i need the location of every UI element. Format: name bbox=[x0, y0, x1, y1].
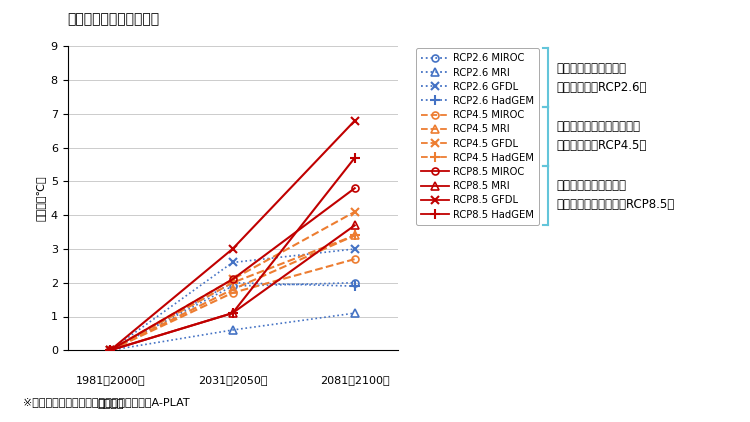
Text: 2031～2050年: 2031～2050年 bbox=[198, 375, 267, 384]
Text: 1981～2000年: 1981～2000年 bbox=[76, 375, 145, 384]
Text: 全国　将来の年平均気温: 全国 将来の年平均気温 bbox=[68, 13, 160, 27]
Text: 厳しい気候変動対策を
取った場合（RCP2.6）: 厳しい気候変動対策を 取った場合（RCP2.6） bbox=[556, 62, 647, 94]
Text: ※出典　気候変動適応情報プラットフォーA-PLAT: ※出典 気候変動適応情報プラットフォーA-PLAT bbox=[22, 397, 189, 407]
Text: 一定程度の気候変動対策を
取った場合（RCP4.5）: 一定程度の気候変動対策を 取った場合（RCP4.5） bbox=[556, 121, 647, 152]
Legend: RCP2.6 MIROC, RCP2.6 MRI, RCP2.6 GFDL, RCP2.6 HadGEM, RCP4.5 MIROC, RCP4.5 MRI, : RCP2.6 MIROC, RCP2.6 MRI, RCP2.6 GFDL, R… bbox=[416, 49, 538, 225]
Text: 2081～2100年: 2081～2100年 bbox=[320, 375, 389, 384]
Text: 有効な気候変動対策が
取られなかった場合（RCP8.5）: 有効な気候変動対策が 取られなかった場合（RCP8.5） bbox=[556, 179, 675, 211]
Y-axis label: 変化量（℃）: 変化量（℃） bbox=[35, 176, 45, 221]
Text: 基準期間: 基準期間 bbox=[97, 399, 124, 409]
